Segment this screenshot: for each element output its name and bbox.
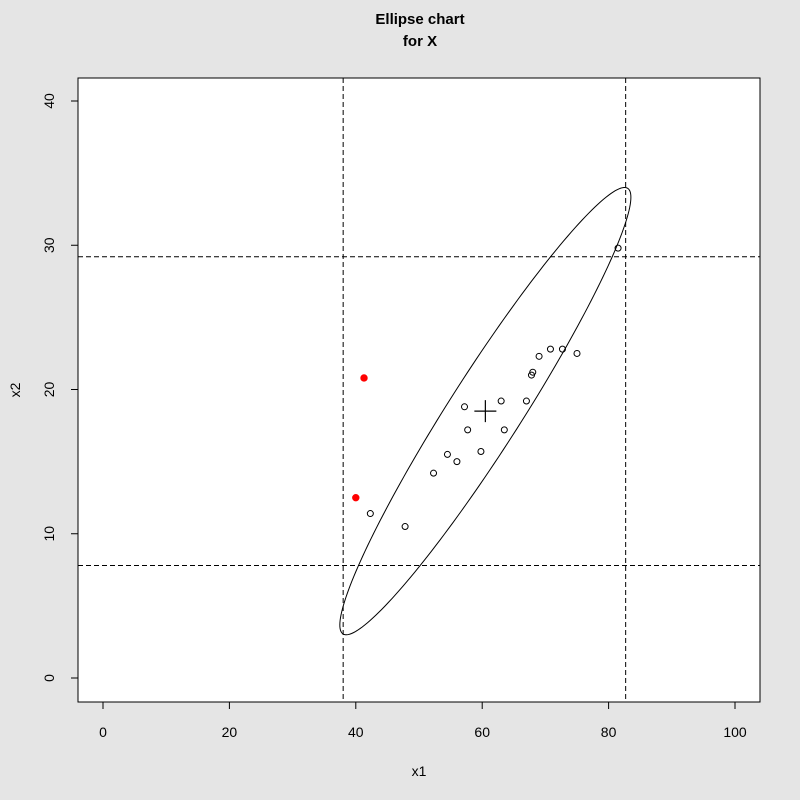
data-point [477, 448, 485, 456]
x-tick-label: 20 [222, 724, 238, 740]
x-tick-label: 60 [474, 724, 490, 740]
data-point [535, 352, 543, 360]
data-point [464, 426, 472, 434]
data-point [453, 458, 461, 466]
out-of-control-point [352, 493, 360, 502]
y-axis-label: x2 [7, 382, 23, 397]
chart-title: Ellipse chart [375, 11, 464, 28]
data-point [558, 345, 566, 353]
x-axis-label: x1 [412, 763, 427, 779]
x-tick-label: 80 [601, 724, 617, 740]
data-point [529, 368, 537, 376]
data-point [401, 523, 409, 531]
y-tick-label: 0 [41, 674, 57, 682]
data-point [500, 426, 508, 434]
data-point [430, 469, 438, 477]
x-tick-label: 40 [348, 724, 364, 740]
x-tick-label: 0 [99, 724, 107, 740]
plot-content [78, 78, 760, 702]
data-point [443, 450, 451, 458]
data-point [573, 349, 581, 357]
control-ellipse [339, 186, 632, 636]
data-point [461, 403, 469, 411]
y-tick-label: 30 [41, 237, 57, 253]
data-point [546, 345, 554, 353]
data-point [366, 510, 374, 518]
plot-layer: 0 20 40 60 80 100 0 10 20 30 40 [41, 78, 760, 740]
data-point [497, 397, 505, 405]
chart-subtitle: for X [403, 33, 437, 50]
y-tick-label: 40 [41, 93, 57, 109]
y-tick-label: 20 [41, 382, 57, 398]
plot-area [77, 77, 761, 703]
out-of-control-point [360, 374, 368, 382]
data-point [614, 244, 622, 252]
x-tick-label: 100 [723, 724, 747, 740]
y-tick-label: 10 [41, 526, 57, 542]
data-point [522, 397, 530, 405]
